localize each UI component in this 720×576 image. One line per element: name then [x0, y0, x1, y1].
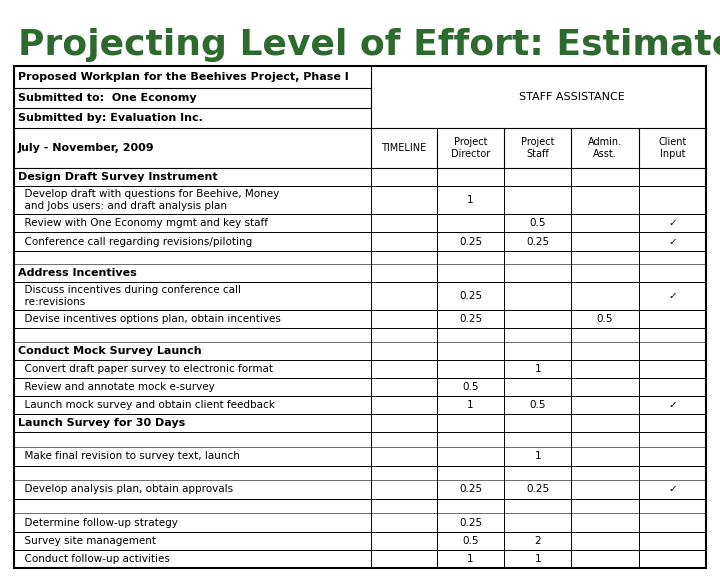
- Text: July - November, 2009: July - November, 2009: [18, 143, 155, 153]
- Text: Conduct follow-up activities: Conduct follow-up activities: [18, 554, 170, 564]
- Text: Project
Director: Project Director: [451, 137, 490, 159]
- Text: ✓: ✓: [668, 291, 677, 301]
- Text: Submitted by: Evaluation Inc.: Submitted by: Evaluation Inc.: [18, 113, 203, 123]
- Text: 0.25: 0.25: [526, 237, 549, 247]
- Text: 0.5: 0.5: [462, 536, 479, 545]
- Text: Conduct Mock Survey Launch: Conduct Mock Survey Launch: [18, 346, 202, 355]
- Text: 0.5: 0.5: [530, 218, 546, 228]
- Text: 0.25: 0.25: [459, 518, 482, 528]
- Text: 1: 1: [467, 195, 474, 205]
- Text: 1: 1: [467, 554, 474, 564]
- Text: 1: 1: [467, 400, 474, 410]
- Text: Determine follow-up strategy: Determine follow-up strategy: [18, 518, 178, 528]
- Text: ✓: ✓: [668, 400, 677, 410]
- Text: 1: 1: [534, 452, 541, 461]
- Text: 0.5: 0.5: [597, 314, 613, 324]
- Text: 0.25: 0.25: [459, 237, 482, 247]
- Text: Projecting Level of Effort: Estimate Time: Projecting Level of Effort: Estimate Tim…: [18, 28, 720, 62]
- Text: Proposed Workplan for the Beehives Project, Phase I: Proposed Workplan for the Beehives Proje…: [18, 72, 348, 82]
- Text: Launch mock survey and obtain client feedback: Launch mock survey and obtain client fee…: [18, 400, 275, 410]
- Text: 0.5: 0.5: [530, 400, 546, 410]
- Text: Convert draft paper survey to electronic format: Convert draft paper survey to electronic…: [18, 364, 273, 374]
- Text: Design Draft Survey Instrument: Design Draft Survey Instrument: [18, 172, 217, 182]
- Text: 0.25: 0.25: [459, 484, 482, 494]
- Text: 0.5: 0.5: [462, 382, 479, 392]
- Text: Develop analysis plan, obtain approvals: Develop analysis plan, obtain approvals: [18, 484, 233, 494]
- Text: Admin.
Asst.: Admin. Asst.: [588, 137, 622, 159]
- Text: 0.25: 0.25: [526, 484, 549, 494]
- Text: Devise incentives options plan, obtain incentives: Devise incentives options plan, obtain i…: [18, 314, 281, 324]
- Text: Review and annotate mock e-survey: Review and annotate mock e-survey: [18, 382, 215, 392]
- Text: TIMELINE: TIMELINE: [382, 143, 427, 153]
- Text: Client
Input: Client Input: [658, 137, 687, 159]
- Bar: [14, 66, 706, 568]
- Text: Survey site management: Survey site management: [18, 536, 156, 545]
- Text: ✓: ✓: [668, 218, 677, 228]
- Text: ✓: ✓: [668, 484, 677, 494]
- Text: Review with One Economy mgmt and key staff: Review with One Economy mgmt and key sta…: [18, 218, 268, 228]
- Text: 0.25: 0.25: [459, 291, 482, 301]
- Text: Discuss incentives during conference call
  re:revisions: Discuss incentives during conference cal…: [18, 285, 241, 307]
- Text: 1: 1: [534, 364, 541, 374]
- Text: 0.25: 0.25: [459, 314, 482, 324]
- Text: Submitted to:  One Economy: Submitted to: One Economy: [18, 93, 197, 103]
- Text: Conference call regarding revisions/piloting: Conference call regarding revisions/pilo…: [18, 237, 252, 247]
- Text: Develop draft with questions for Beehive, Money
  and Jobs users: and draft anal: Develop draft with questions for Beehive…: [18, 190, 279, 211]
- Text: Address Incentives: Address Incentives: [18, 268, 137, 278]
- Text: Launch Survey for 30 Days: Launch Survey for 30 Days: [18, 418, 185, 429]
- Text: ✓: ✓: [668, 237, 677, 247]
- Text: Make final revision to survey text, launch: Make final revision to survey text, laun…: [18, 452, 240, 461]
- Text: Project
Staff: Project Staff: [521, 137, 554, 159]
- Text: 1: 1: [534, 554, 541, 564]
- Text: STAFF ASSISTANCE: STAFF ASSISTANCE: [518, 92, 624, 102]
- Text: 2: 2: [534, 536, 541, 545]
